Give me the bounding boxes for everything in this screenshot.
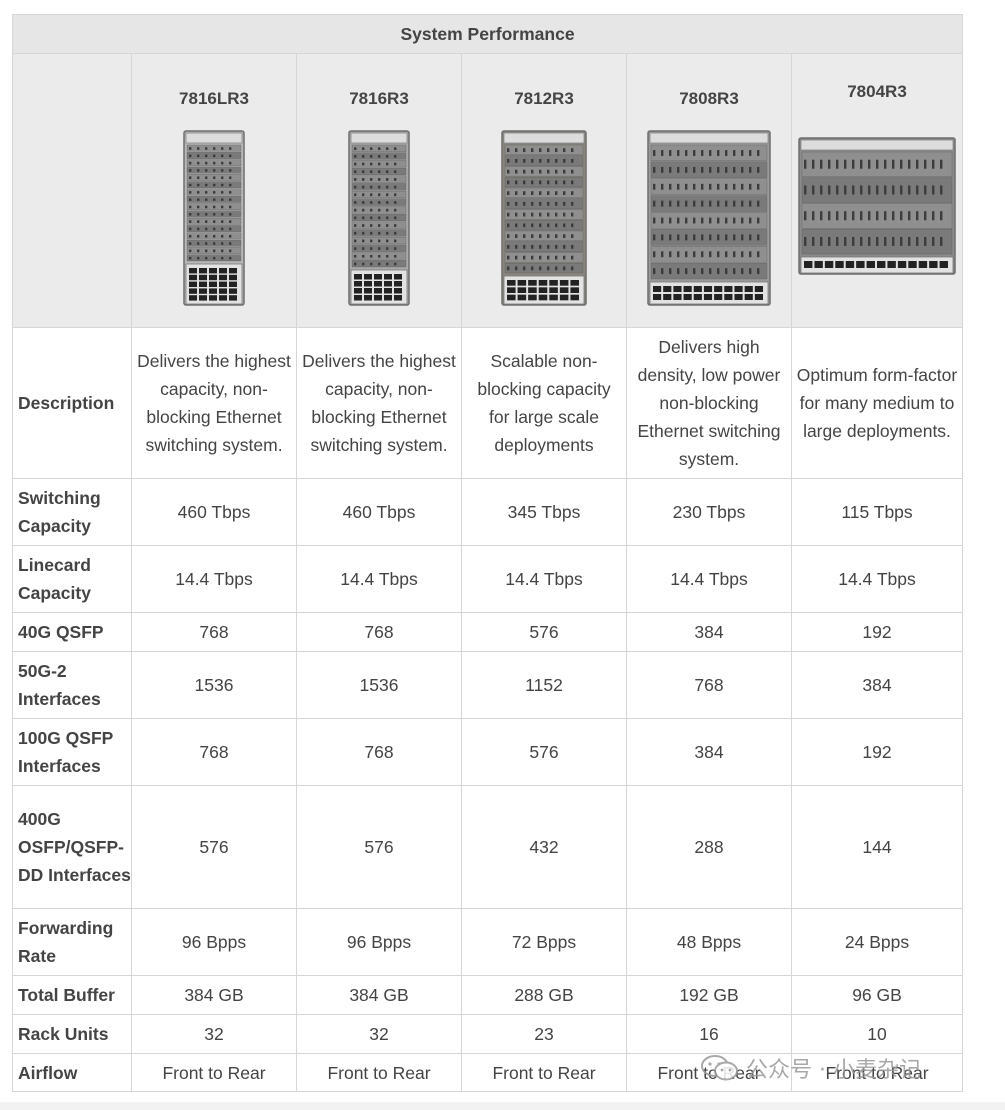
table-cell: 768: [296, 612, 462, 652]
table-cell: Front to Rear: [461, 1053, 627, 1092]
chassis-image: [647, 130, 771, 306]
table-row: Switching Capacity 460 Tbps 460 Tbps 345…: [12, 478, 963, 546]
chassis-image: [183, 130, 245, 306]
table-cell: 576: [461, 718, 627, 786]
table-cell: 768: [131, 718, 297, 786]
table-cell: 230 Tbps: [626, 478, 792, 546]
model-name: 7816LR3: [179, 89, 249, 108]
chassis-image: [501, 130, 587, 306]
row-label: Airflow: [12, 1053, 132, 1092]
table-cell: 1536: [296, 651, 462, 719]
row-label: 40G QSFP: [12, 612, 132, 652]
table-cell: 14.4 Tbps: [626, 545, 792, 613]
table-cell: Delivers the highest capacity, non-block…: [131, 327, 297, 479]
table-cell: 460 Tbps: [296, 478, 462, 546]
table-cell: 384 GB: [131, 975, 297, 1015]
table-cell: 23: [461, 1014, 627, 1054]
table-cell: 32: [131, 1014, 297, 1054]
chassis-image: [348, 130, 410, 306]
table-cell: 48 Bpps: [626, 908, 792, 976]
model-name: 7812R3: [514, 89, 574, 108]
wechat-icon: [701, 1055, 738, 1081]
row-label: Rack Units: [12, 1014, 132, 1054]
table-cell: 576: [461, 612, 627, 652]
chassis-image: [798, 137, 956, 275]
table-row: Total Buffer 384 GB 384 GB 288 GB 192 GB…: [12, 975, 963, 1015]
table-cell: Front to Rear: [296, 1053, 462, 1092]
table-cell: 384 GB: [296, 975, 462, 1015]
model-cell-7804r3: 7804R3: [791, 53, 963, 328]
table-cell: 460 Tbps: [131, 478, 297, 546]
row-label: Description: [12, 327, 132, 479]
row-label: Total Buffer: [12, 975, 132, 1015]
model-name: 7808R3: [679, 89, 739, 108]
table-cell: 144: [791, 785, 963, 909]
table-cell: 14.4 Tbps: [461, 545, 627, 613]
table-cell: Front to Rear: [131, 1053, 297, 1092]
table-row: 40G QSFP 768 768 576 384 192: [12, 612, 963, 652]
table-cell: 192: [791, 612, 963, 652]
system-performance-table: System Performance 7816LR3 7816R3 7812R3…: [12, 14, 963, 1092]
row-label: Forwarding Rate: [12, 908, 132, 976]
watermark: 公众号 · 小麦杂记: [700, 1052, 921, 1084]
table-cell: 432: [461, 785, 627, 909]
table-cell: 1152: [461, 651, 627, 719]
table-cell: 10: [791, 1014, 963, 1054]
table-cell: 288: [626, 785, 792, 909]
table-cell: 14.4 Tbps: [131, 545, 297, 613]
table-row: Rack Units 32 32 23 16 10: [12, 1014, 963, 1054]
table-cell: 14.4 Tbps: [296, 545, 462, 613]
table-row: 100G QSFP Interfaces 768 768 576 384 192: [12, 718, 963, 786]
table-cell: 1536: [131, 651, 297, 719]
table-cell: 768: [626, 651, 792, 719]
corner-cell: [12, 53, 132, 328]
table-cell: Delivers the highest capacity, non-block…: [296, 327, 462, 479]
table-title: System Performance: [12, 14, 963, 54]
model-cell-7812r3: 7812R3: [461, 53, 627, 328]
table-cell: 16: [626, 1014, 792, 1054]
table-cell: 72 Bpps: [461, 908, 627, 976]
table-cell: 768: [296, 718, 462, 786]
table-cell: 576: [131, 785, 297, 909]
row-label: Linecard Capacity: [12, 545, 132, 613]
table-cell: Optimum form-factor for many medium to l…: [791, 327, 963, 479]
table-cell: Scalable non-blocking capacity for large…: [461, 327, 627, 479]
table-cell: 96 GB: [791, 975, 963, 1015]
table-cell: 115 Tbps: [791, 478, 963, 546]
row-label: Switching Capacity: [12, 478, 132, 546]
row-label: 100G QSFP Interfaces: [12, 718, 132, 786]
table-row: Description Delivers the highest capacit…: [12, 327, 963, 479]
table-cell: 96 Bpps: [131, 908, 297, 976]
table-cell: 288 GB: [461, 975, 627, 1015]
model-cell-7816lr3: 7816LR3: [131, 53, 297, 328]
table-cell: 32: [296, 1014, 462, 1054]
row-label: 50G-2 Interfaces: [12, 651, 132, 719]
row-label: 400G OSFP/QSFP-DD Interfaces: [12, 785, 132, 909]
table-row: 50G-2 Interfaces 1536 1536 1152 768 384: [12, 651, 963, 719]
model-name: 7804R3: [847, 82, 907, 101]
model-name: 7816R3: [349, 89, 409, 108]
table-cell: 768: [131, 612, 297, 652]
table-cell: 384: [791, 651, 963, 719]
table-cell: 384: [626, 612, 792, 652]
table-cell: 192 GB: [626, 975, 792, 1015]
table-cell: 345 Tbps: [461, 478, 627, 546]
table-row: Linecard Capacity 14.4 Tbps 14.4 Tbps 14…: [12, 545, 963, 613]
bottom-strip: [0, 1102, 1005, 1110]
table-cell: 96 Bpps: [296, 908, 462, 976]
model-cell-7816r3: 7816R3: [296, 53, 462, 328]
table-cell: 24 Bpps: [791, 908, 963, 976]
watermark-text: 公众号 · 小麦杂记: [746, 1058, 921, 1083]
model-cell-7808r3: 7808R3: [626, 53, 792, 328]
table-cell: 192: [791, 718, 963, 786]
table-cell: 384: [626, 718, 792, 786]
table-cell: Front to Rear: [791, 1053, 963, 1092]
table-row: Forwarding Rate 96 Bpps 96 Bpps 72 Bpps …: [12, 908, 963, 976]
table-cell: 576: [296, 785, 462, 909]
table-cell: Delivers high density, low power non-blo…: [626, 327, 792, 479]
table-row: 400G OSFP/QSFP-DD Interfaces 576 576 432…: [12, 785, 963, 909]
model-header-row: 7816LR3 7816R3 7812R3 7808R3 7804R3: [12, 53, 963, 328]
table-cell: 14.4 Tbps: [791, 545, 963, 613]
